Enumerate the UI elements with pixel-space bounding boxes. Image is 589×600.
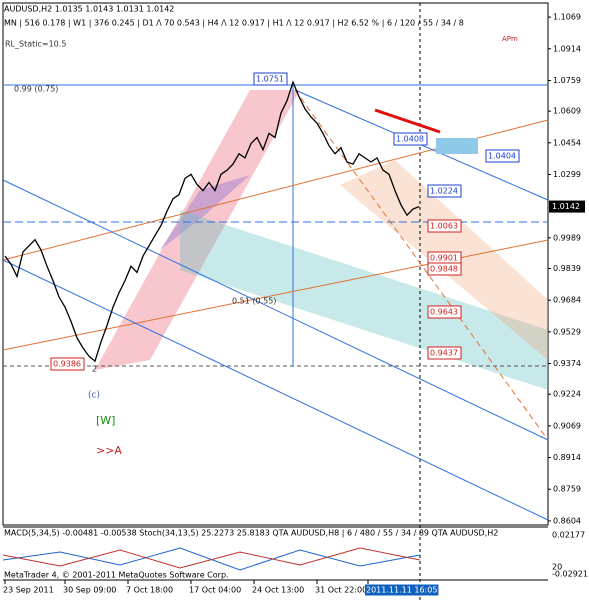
oscillator <box>2 547 421 571</box>
annotation: (c) <box>88 391 100 401</box>
y-tick-label: 1.0914 <box>553 44 581 53</box>
price-box-label: 0.9386 <box>53 360 81 369</box>
x-tick-label: 17 Oct 04:00 <box>189 586 241 595</box>
x-tick-label: 7 Oct 18:00 <box>126 586 173 595</box>
price-box <box>427 346 462 360</box>
price-box-label: 0.9901 <box>430 254 458 263</box>
x-tick-highlight <box>365 584 439 596</box>
trend-line <box>2 179 549 441</box>
price-box-label: 0.9848 <box>430 265 458 274</box>
subwindow-label: 20 <box>552 563 562 572</box>
price-box <box>427 262 462 276</box>
price-box-label: 1.0408 <box>396 135 424 144</box>
x-tick-label: 31 Oct 22:00 <box>315 586 367 595</box>
subwindow-label: -0.02921 <box>552 570 588 579</box>
annotation: RL_Static=10.5 <box>5 40 66 49</box>
price-box <box>427 219 462 233</box>
x-tick-label: 24 Oct 13:00 <box>252 586 304 595</box>
plot-frame <box>2 2 549 526</box>
channel-band <box>95 90 300 370</box>
y-tick-label: 0.9374 <box>553 359 581 368</box>
y-tick-label: 1.1069 <box>553 13 581 22</box>
footer: MetaTrader 4, © 2001-2011 MetaQuotes Sof… <box>4 571 229 580</box>
y-tick-label: 0.9069 <box>553 421 581 430</box>
channel-band <box>180 210 548 390</box>
x-tick-label: 23 Sep 2011 <box>3 586 54 595</box>
price-box-label: 1.0224 <box>430 187 458 196</box>
y-tick-label: 0.8759 <box>553 485 581 494</box>
price-box <box>485 149 520 163</box>
price-line <box>4 80 420 363</box>
y-tick-label: 0.8914 <box>553 453 581 462</box>
y-tick-label: 0.9224 <box>553 390 581 399</box>
subwindow-title: MACD(5,34,5) -0.00481 -0.00538 Stoch(34,… <box>4 529 498 538</box>
trend-line <box>294 89 549 441</box>
trend-line <box>2 259 549 521</box>
last-price: 1.0142 <box>552 202 580 211</box>
zone <box>436 138 478 154</box>
price-box <box>50 357 85 371</box>
subwindow-label: 0.02177 <box>552 531 585 540</box>
y-tick-label: 1.0299 <box>553 170 581 179</box>
price-box-label: 0.9437 <box>430 349 458 358</box>
subtitle: MN | 516 0.178 | W1 | 376 0.245 | D1 /\ … <box>4 19 464 28</box>
y-tick-label: 0.9989 <box>553 233 581 242</box>
price-box <box>253 72 288 86</box>
x-tick-label: 2011.11.11 16:05 <box>366 586 437 595</box>
x-tick-label: 30 Sep 09:00 <box>63 586 116 595</box>
price-box <box>427 305 462 319</box>
chart-title: AUDUSD,H2 1.0135 1.0143 1.0131 1.0142 <box>4 5 174 14</box>
price-box-label: 0.9643 <box>430 308 458 317</box>
annotation: APm <box>502 35 518 43</box>
trend-line <box>374 108 441 134</box>
price-box-label: 1.0063 <box>430 222 458 231</box>
price-box-label: 1.0751 <box>256 75 284 84</box>
y-tick-label: 0.8604 <box>553 516 581 525</box>
y-tick-label: 1.0609 <box>553 107 581 116</box>
y-tick-label: 0.9684 <box>553 296 581 305</box>
y-tick-label: 0.9839 <box>553 264 581 273</box>
y-tick-label: 0.9529 <box>553 327 581 336</box>
annotation: 2 <box>92 365 97 374</box>
annotation: [W] <box>96 414 115 427</box>
y-tick-label: 1.0454 <box>553 138 581 147</box>
annotation: 0.51 (0.55) <box>232 297 276 306</box>
price-box <box>427 184 462 198</box>
annotation: >>A <box>96 444 122 457</box>
annotation: 0.99 (0.75) <box>14 85 58 94</box>
channel-band <box>160 175 250 250</box>
last-price-box <box>549 200 585 213</box>
y-tick-label: 1.0759 <box>553 76 581 85</box>
oscillator <box>2 547 421 569</box>
price-box <box>393 132 428 146</box>
price-box-label: 1.0404 <box>488 152 516 161</box>
